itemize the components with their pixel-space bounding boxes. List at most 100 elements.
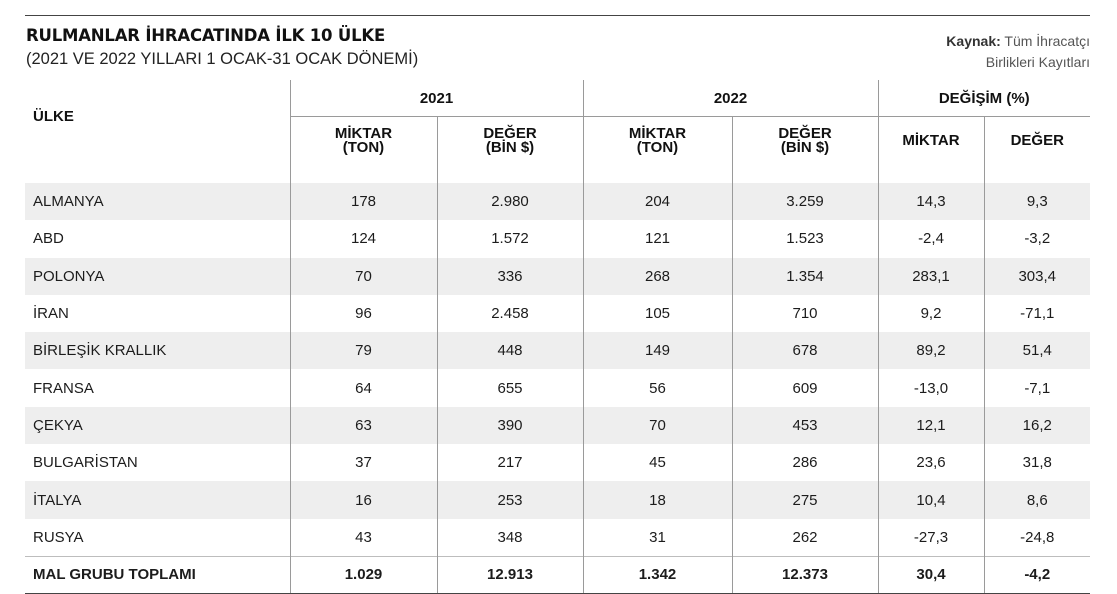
change-miktar-cell: 9,2 [877, 294, 984, 333]
country-cell: ÇEKYA [25, 406, 290, 445]
deger-2022-cell: 275 [731, 481, 878, 519]
table-row: İTALYA 16 253 18 275 10,4 8,6 [25, 481, 1090, 519]
country-cell: RUSYA [33, 528, 84, 546]
change-deger-cell: 16,2 [983, 406, 1090, 445]
source-line-2: Birlikleri Kayıtları [985, 54, 1090, 70]
deger-2022-cell: 609 [731, 369, 878, 407]
miktar-2021-cell: 79 [289, 332, 437, 370]
change-miktar-cell: -13,0 [877, 369, 984, 407]
miktar-2022-cell: 105 [582, 294, 732, 333]
change-miktar-header: MİKTAR [877, 116, 984, 183]
change-miktar-cell: 283,1 [877, 257, 984, 295]
total-change-deger-cell: -4,2 [983, 555, 1090, 594]
deger-2022-cell: 678 [731, 332, 878, 370]
miktar-2022-cell: 121 [582, 220, 732, 258]
country-cell: ABD [33, 230, 64, 248]
country-cell: FRANSA [33, 379, 94, 397]
deger-2021-cell: 655 [436, 369, 583, 407]
change-deger-cell: 31,8 [983, 444, 1090, 482]
miktar-2022-cell: 45 [582, 444, 732, 482]
change-deger-cell: -24,8 [983, 518, 1090, 557]
change-header: DEĞİŞİM (%) [877, 80, 1090, 117]
deger-2022-cell: 286 [731, 444, 878, 482]
country-cell: POLONYA [25, 257, 290, 295]
miktar-2022-cell: 70 [582, 406, 732, 445]
country-cell: ALMANYA [25, 183, 290, 221]
country-column-header: ÜLKE [33, 108, 74, 125]
deger-2022-cell: 3.259 [731, 183, 878, 221]
total-row: MAL GRUBU TOPLAMI 1.029 12.913 1.342 12.373 3… [25, 555, 1090, 594]
miktar-2022-header: MİKTAR (TON) [582, 116, 732, 183]
miktar-2021-cell: 37 [289, 444, 437, 482]
deger-2022-cell: 1.354 [731, 257, 878, 295]
change-deger-cell: -71,1 [983, 294, 1090, 333]
change-miktar-cell: -27,3 [877, 518, 984, 557]
miktar-2022-cell: 31 [582, 518, 732, 557]
change-miktar-cell: 14,3 [877, 183, 984, 221]
change-miktar-cell: 12,1 [877, 406, 984, 445]
country-cell: BİRLEŞİK KRALLIK [25, 332, 290, 370]
deger-2021-cell: 390 [436, 406, 583, 445]
deger-2021-cell: 2.458 [436, 294, 583, 333]
total-deger-2022-cell: 12.373 [731, 555, 878, 594]
miktar-2022-cell: 268 [582, 257, 732, 295]
page-title: RULMANLAR İHRACATINDA İLK 10 ÜLKE [26, 26, 386, 45]
deger-2022-cell: 1.523 [731, 220, 878, 258]
deger-2021-cell: 336 [436, 257, 583, 295]
miktar-2022-cell: 18 [582, 481, 732, 519]
table-row: İRAN 96 2.458 105 710 9,2 -71,1 [25, 294, 1090, 333]
miktar-2022-cell: 56 [582, 369, 732, 407]
table-row: ABD 124 1.572 121 1.523 -2,4 -3,2 [25, 220, 1090, 258]
table-row: BULGARİSTAN 37 217 45 286 23,6 31,8 [25, 444, 1090, 482]
total-deger-2021-cell: 12.913 [436, 555, 583, 594]
table-row: RUSYA 43 348 31 262 -27,3 -24,8 [25, 518, 1090, 557]
miktar-2021-header: MİKTAR (TON) [289, 116, 437, 183]
total-country-cell: MAL GRUBU TOPLAMI [25, 555, 290, 594]
table-row: ÇEKYA 63 390 70 453 12,1 16,2 [25, 406, 1090, 445]
country-cell: İTALYA [25, 481, 290, 519]
change-deger-header: DEĞER [983, 116, 1090, 183]
change-miktar-cell: 89,2 [877, 332, 984, 370]
total-miktar-2022-cell: 1.342 [582, 555, 732, 594]
deger-2021-cell: 2.980 [436, 183, 583, 221]
deger-2021-cell: 1.572 [436, 220, 583, 258]
page-subtitle: (2021 VE 2022 YILLARI 1 OCAK-31 OCAK DÖN… [26, 50, 419, 68]
miktar-2021-cell: 178 [289, 183, 437, 221]
deger-2021-cell: 217 [436, 444, 583, 482]
deger-2021-cell: 448 [436, 332, 583, 370]
miktar-2021-cell: 124 [289, 220, 437, 258]
table-row: FRANSA 64 655 56 609 -13,0 -7,1 [25, 369, 1090, 407]
miktar-2022-cell: 204 [582, 183, 732, 221]
miktar-2021-cell: 63 [289, 406, 437, 445]
change-deger-cell: 9,3 [983, 183, 1090, 221]
change-miktar-cell: -2,4 [877, 220, 984, 258]
total-miktar-2021-cell: 1.029 [289, 555, 437, 594]
change-deger-cell: 8,6 [983, 481, 1090, 519]
change-miktar-cell: 10,4 [877, 481, 984, 519]
deger-2021-cell: 348 [436, 518, 583, 557]
miktar-2021-cell: 70 [289, 257, 437, 295]
deger-2021-cell: 253 [436, 481, 583, 519]
change-deger-cell: 303,4 [983, 257, 1090, 295]
deger-2022-cell: 262 [731, 518, 878, 557]
deger-2022-header: DEĞER (BİN $) [731, 116, 878, 183]
total-change-miktar-cell: 30,4 [877, 555, 984, 594]
year-2022-header: 2022 [582, 80, 878, 117]
change-deger-cell: 51,4 [983, 332, 1090, 370]
change-miktar-cell: 23,6 [877, 444, 984, 482]
miktar-2021-cell: 43 [289, 518, 437, 557]
miktar-2021-cell: 16 [289, 481, 437, 519]
top-rule [25, 15, 1090, 16]
year-2021-header: 2021 [289, 80, 583, 117]
country-cell: İRAN [33, 305, 69, 323]
table-row: POLONYA 70 336 268 1.354 283,1 303,4 [25, 257, 1090, 295]
source-line-1: Tüm İhracatçı [1004, 33, 1090, 49]
change-deger-cell: -3,2 [983, 220, 1090, 258]
country-cell: BULGARİSTAN [33, 454, 138, 472]
change-deger-cell: -7,1 [983, 369, 1090, 407]
miktar-2022-cell: 149 [582, 332, 732, 370]
deger-2022-cell: 710 [731, 294, 878, 333]
export-table: ÜLKE 2021 2022 DEĞİŞİM (%) MİKTAR (TON) D… [25, 80, 1090, 594]
source-label: Kaynak: [946, 33, 1001, 49]
miktar-2021-cell: 64 [289, 369, 437, 407]
